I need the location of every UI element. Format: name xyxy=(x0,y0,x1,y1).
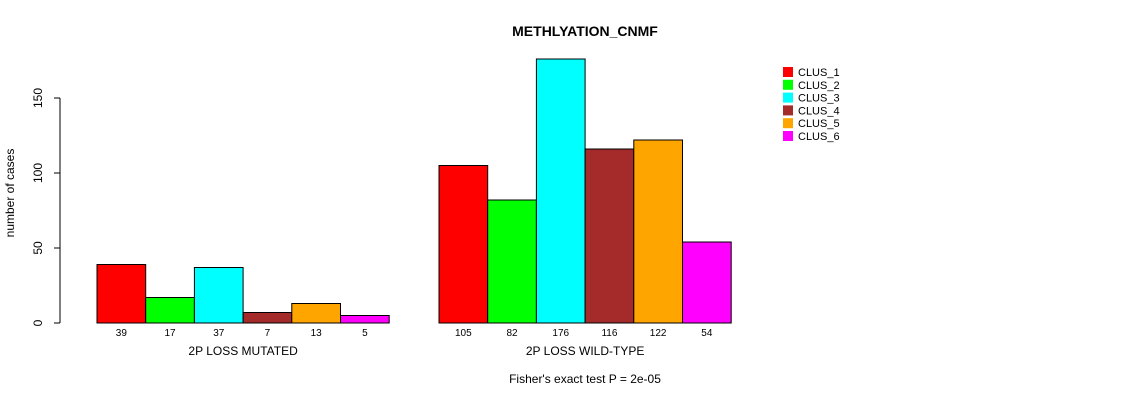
legend-label: CLUS_2 xyxy=(798,80,840,92)
bar-clus-2-0 xyxy=(145,297,195,324)
bar-value-label: 5 xyxy=(362,328,368,339)
bar-value-label: 37 xyxy=(213,328,225,339)
bar-clus-2-1 xyxy=(487,199,537,324)
legend-swatch xyxy=(783,118,793,129)
bar-clus-1-0 xyxy=(96,264,147,324)
legend-label: CLUS_3 xyxy=(798,93,840,105)
bar-value-label: 122 xyxy=(650,328,667,339)
bar-value-label: 105 xyxy=(455,328,472,339)
bar-value-label: 82 xyxy=(506,328,518,339)
bar-clus-6-1 xyxy=(682,241,732,324)
legend-label: CLUS_4 xyxy=(798,105,840,117)
legend-swatch xyxy=(783,131,793,141)
y-tick-label: 50 xyxy=(31,241,45,255)
bar-value-label: 116 xyxy=(601,328,617,339)
bar-value-label: 7 xyxy=(265,328,271,339)
legend-swatch xyxy=(783,79,793,90)
bar-value-label: 54 xyxy=(701,328,713,339)
legend-label: CLUS_6 xyxy=(798,131,840,143)
y-tick-label: 0 xyxy=(31,319,45,326)
legend-label: CLUS_1 xyxy=(798,67,840,79)
y-axis: 0 50 100 150 xyxy=(31,88,61,326)
legend-swatch xyxy=(783,67,793,77)
bars: 39 17 37 7 13 5 2P LOSS MUTATED 105 82 176 116 122 5… xyxy=(96,58,732,358)
bar-clus-5-1 xyxy=(633,139,683,324)
category-label: 2P LOSS MUTATED xyxy=(188,344,298,358)
legend-label: CLUS_5 xyxy=(798,118,840,130)
bar-clus-6-0 xyxy=(340,315,390,324)
y-tick-label: 150 xyxy=(31,88,45,108)
bar-value-label: 17 xyxy=(164,328,176,339)
legend-swatch xyxy=(783,92,793,103)
bar-value-label: 39 xyxy=(116,328,128,339)
chart-title: METHLYATION_CNMF xyxy=(512,23,658,39)
y-axis-label: number of cases xyxy=(3,149,17,238)
category-label: 2P LOSS WILD-TYPE xyxy=(526,344,644,358)
bar-clus-4-1 xyxy=(584,148,635,324)
footnote: Fisher's exact test P = 2e-05 xyxy=(509,372,661,386)
y-tick-label: 100 xyxy=(31,163,45,183)
bar-clus-3-1 xyxy=(535,58,586,324)
bar-clus-5-0 xyxy=(291,303,341,324)
bar-value-label: 13 xyxy=(311,328,323,339)
legend-swatch xyxy=(783,105,793,116)
bar-clus-4-0 xyxy=(242,312,293,324)
bar-clus-1-1 xyxy=(438,165,489,324)
bar-value-label: 176 xyxy=(552,328,569,339)
bar-clus-3-0 xyxy=(193,267,244,324)
